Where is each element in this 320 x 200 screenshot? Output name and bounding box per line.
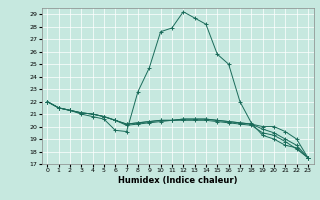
X-axis label: Humidex (Indice chaleur): Humidex (Indice chaleur): [118, 176, 237, 185]
